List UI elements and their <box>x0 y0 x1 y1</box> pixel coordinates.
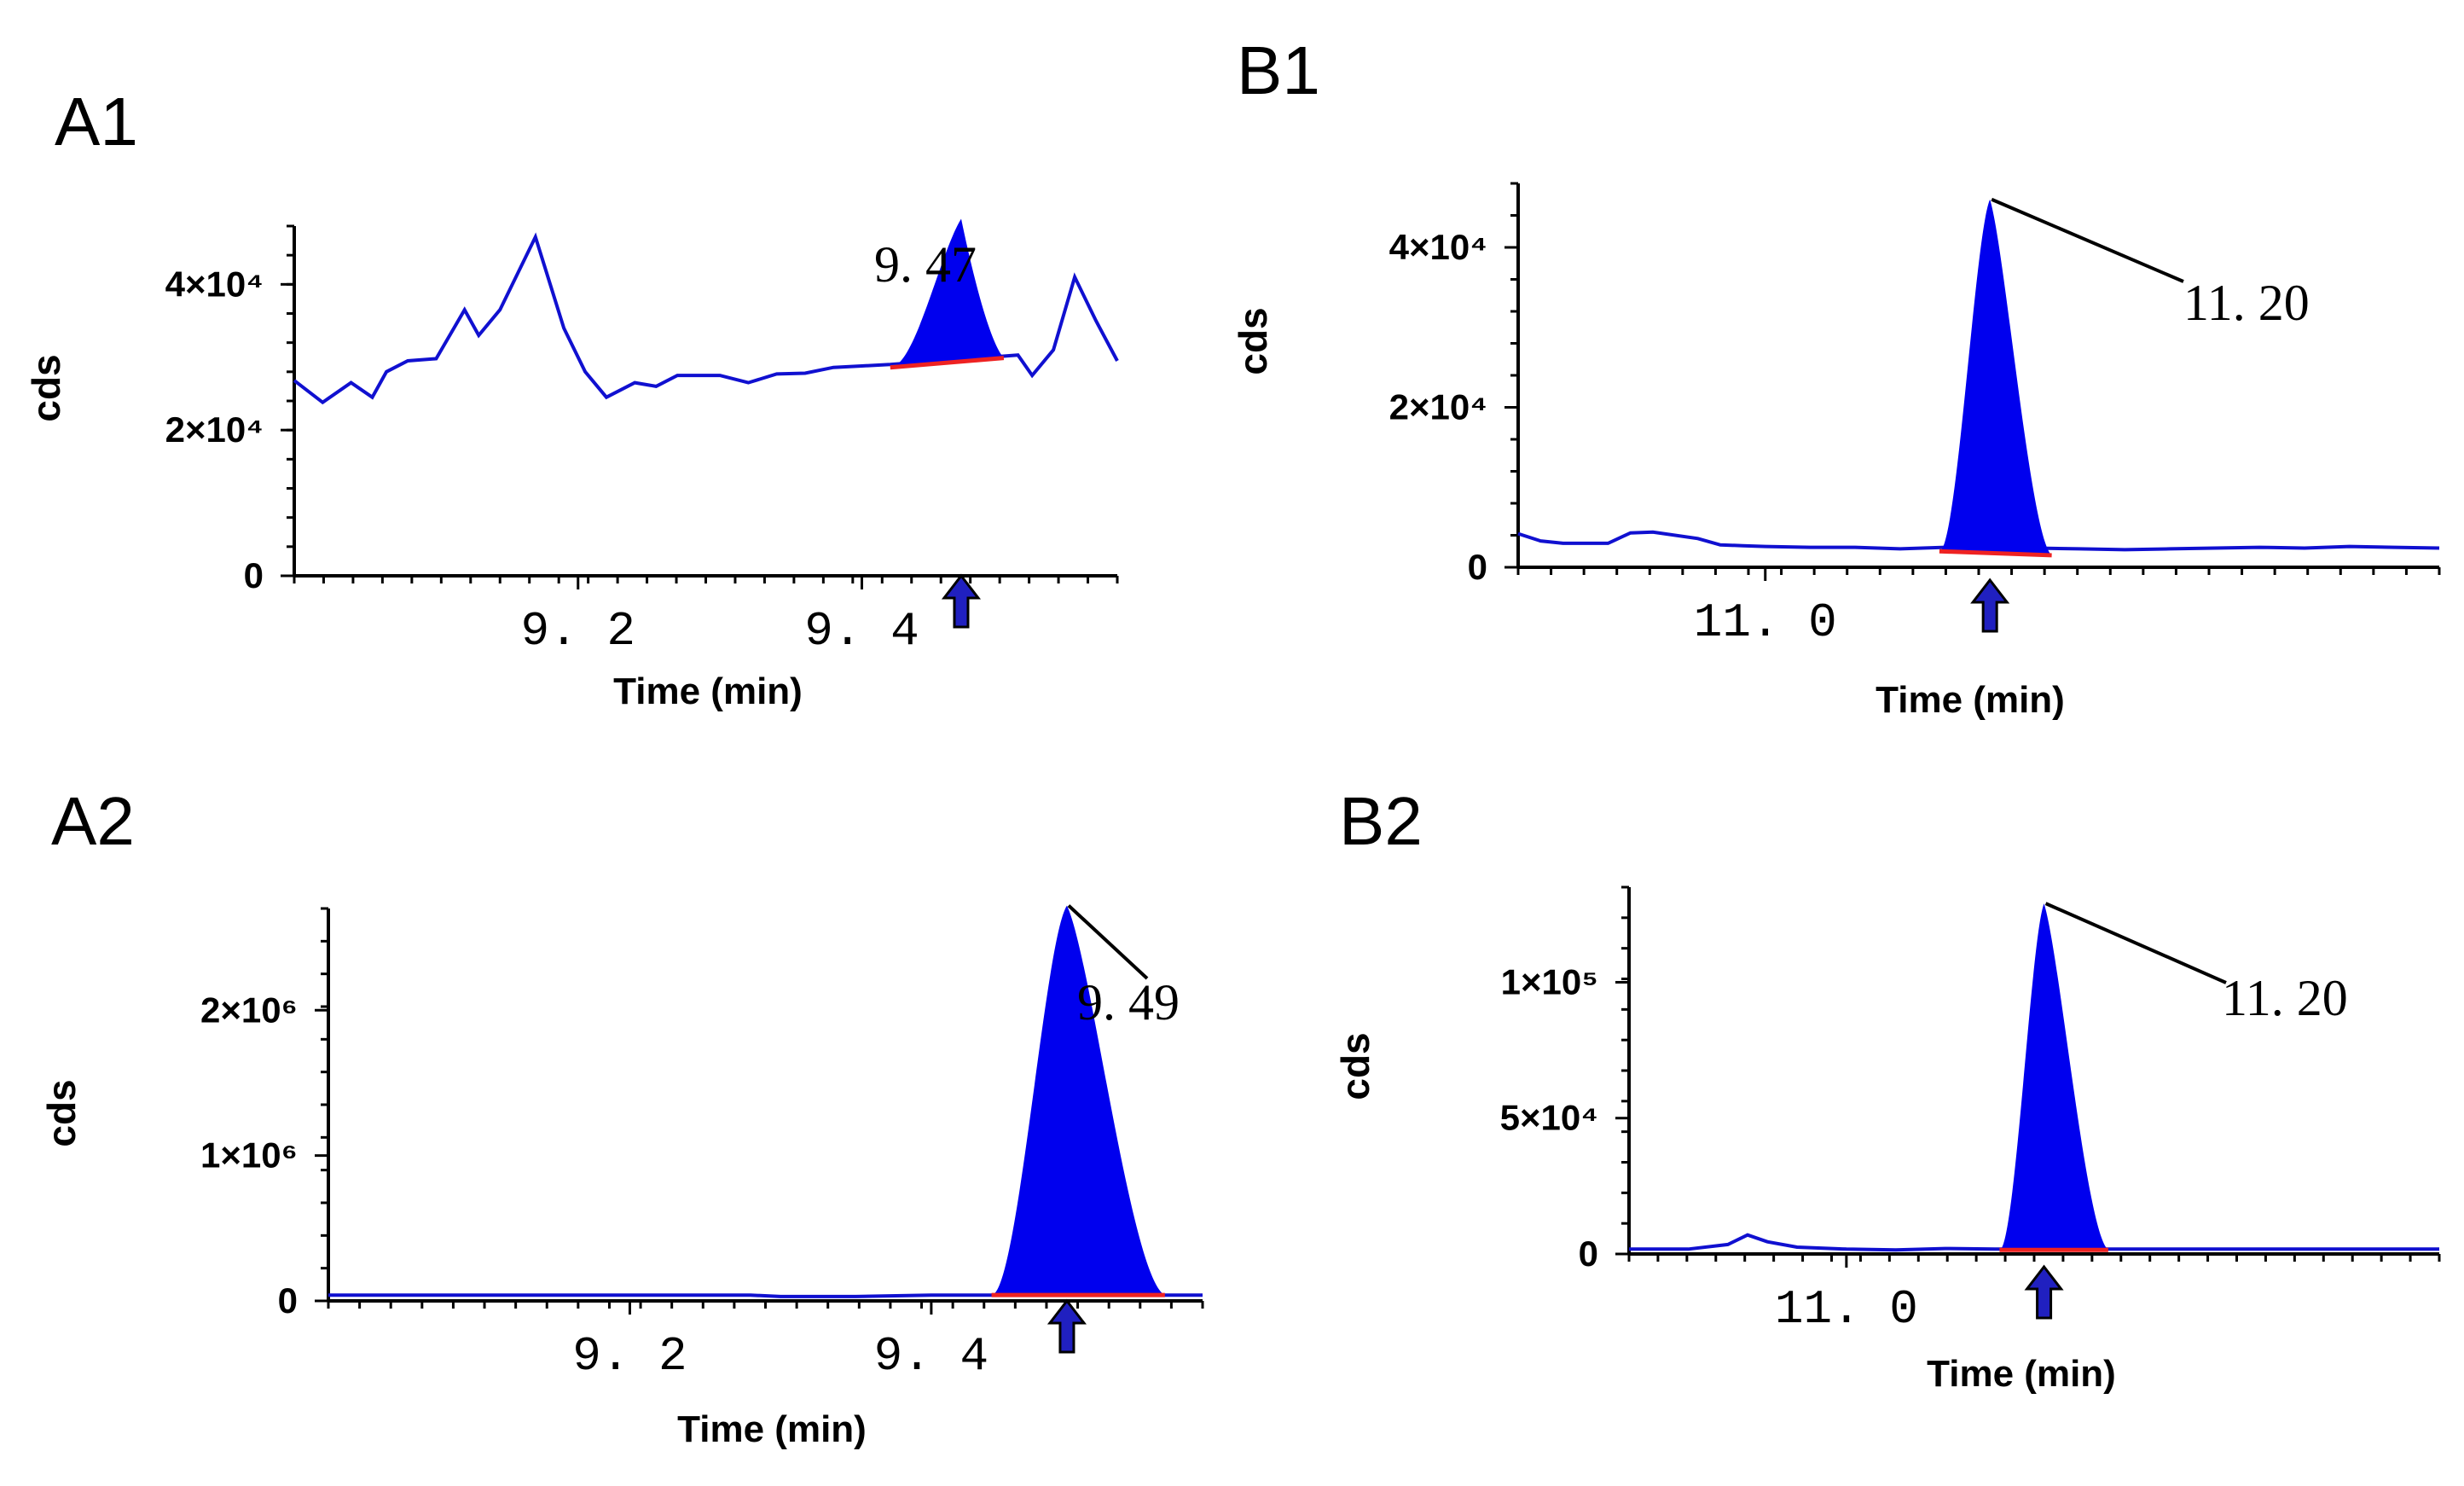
chart-panel-a1: A1 0 2×10⁴ 4×10⁴ 9. 2 9. 4 cds Time (min) 9. 47 <box>24 84 1119 712</box>
peak-area <box>890 218 1004 368</box>
panel-label: B1 <box>1237 32 1320 108</box>
peak-arrow-icon <box>2024 1264 2064 1320</box>
signal-trace <box>1517 530 2440 552</box>
peak-label: 9. 49 <box>1077 974 1180 1030</box>
chart-panel-a2: A2 0 1×10⁶ 2×10⁶ 9. 2 9. 4 cds Time (min) 9. 49 <box>39 783 1204 1450</box>
x-axis-label: Time (min) <box>613 670 803 712</box>
y-tick-label: 0 <box>1468 547 1487 587</box>
panel-label: A1 <box>55 84 138 160</box>
y-tick-label: 2×10⁶ <box>200 990 298 1030</box>
panel-label: B2 <box>1339 783 1423 859</box>
chart-panel-b1: B1 0 2×10⁴ 4×10⁴ 11. 0 cds Time (min) 11. 20 <box>1231 32 2441 721</box>
peak-area <box>991 905 1165 1296</box>
x-axis-label: Time (min) <box>1876 679 2065 721</box>
y-axis-label: cds <box>39 1079 84 1146</box>
y-tick-label: 0 <box>1579 1233 1598 1274</box>
peak-leader-line <box>1067 904 1149 980</box>
peak-baseline <box>1939 549 2052 558</box>
x-tick-label: 11. 0 <box>1775 1282 1918 1337</box>
peak-leader-line <box>2044 902 2227 984</box>
peak-label: 11. 20 <box>2222 970 2348 1026</box>
y-tick-label: 2×10⁴ <box>165 409 264 450</box>
chart-panel-b2: B2 0 5×10⁴ 1×10⁵ 11. 0 cds Time (min) 11. 20 <box>1333 783 2441 1395</box>
y-axis-label: cds <box>1231 307 1275 374</box>
y-axis-label: cds <box>24 354 68 421</box>
y-tick-label: 0 <box>244 555 264 595</box>
peak-arrow-icon <box>1046 1298 1087 1354</box>
x-tick-label: 9. 4 <box>804 604 919 659</box>
peak-leader-line <box>1991 197 2184 283</box>
y-axis-label: cds <box>1333 1032 1377 1100</box>
peak-arrow-icon <box>1970 578 2010 633</box>
peak-label: 11. 20 <box>2183 275 2310 331</box>
peak-area <box>1939 199 2052 555</box>
x-tick-label: 9. 4 <box>874 1329 988 1384</box>
y-tick-label: 0 <box>278 1280 298 1321</box>
y-tick-label: 1×10⁶ <box>200 1135 298 1175</box>
y-tick-label: 5×10⁴ <box>1500 1098 1598 1138</box>
panel-label: A2 <box>51 783 135 859</box>
x-axis-label: Time (min) <box>677 1408 867 1450</box>
peak-arrow-icon <box>941 573 982 629</box>
x-tick-label: 11. 0 <box>1694 595 1837 650</box>
y-tick-label: 4×10⁴ <box>165 264 264 304</box>
signal-trace <box>1629 1233 2439 1252</box>
peak-label: 9. 47 <box>874 236 977 293</box>
peak-baseline <box>890 356 1005 370</box>
y-tick-label: 2×10⁴ <box>1389 387 1487 427</box>
x-tick-label: 9. 2 <box>572 1329 687 1384</box>
y-tick-label: 1×10⁵ <box>1501 961 1598 1001</box>
peak-area <box>1999 903 2108 1251</box>
signal-trace <box>293 232 1119 405</box>
y-tick-label: 4×10⁴ <box>1389 227 1487 267</box>
x-tick-label: 9. 2 <box>521 604 635 659</box>
x-axis-label: Time (min) <box>1927 1353 2116 1395</box>
